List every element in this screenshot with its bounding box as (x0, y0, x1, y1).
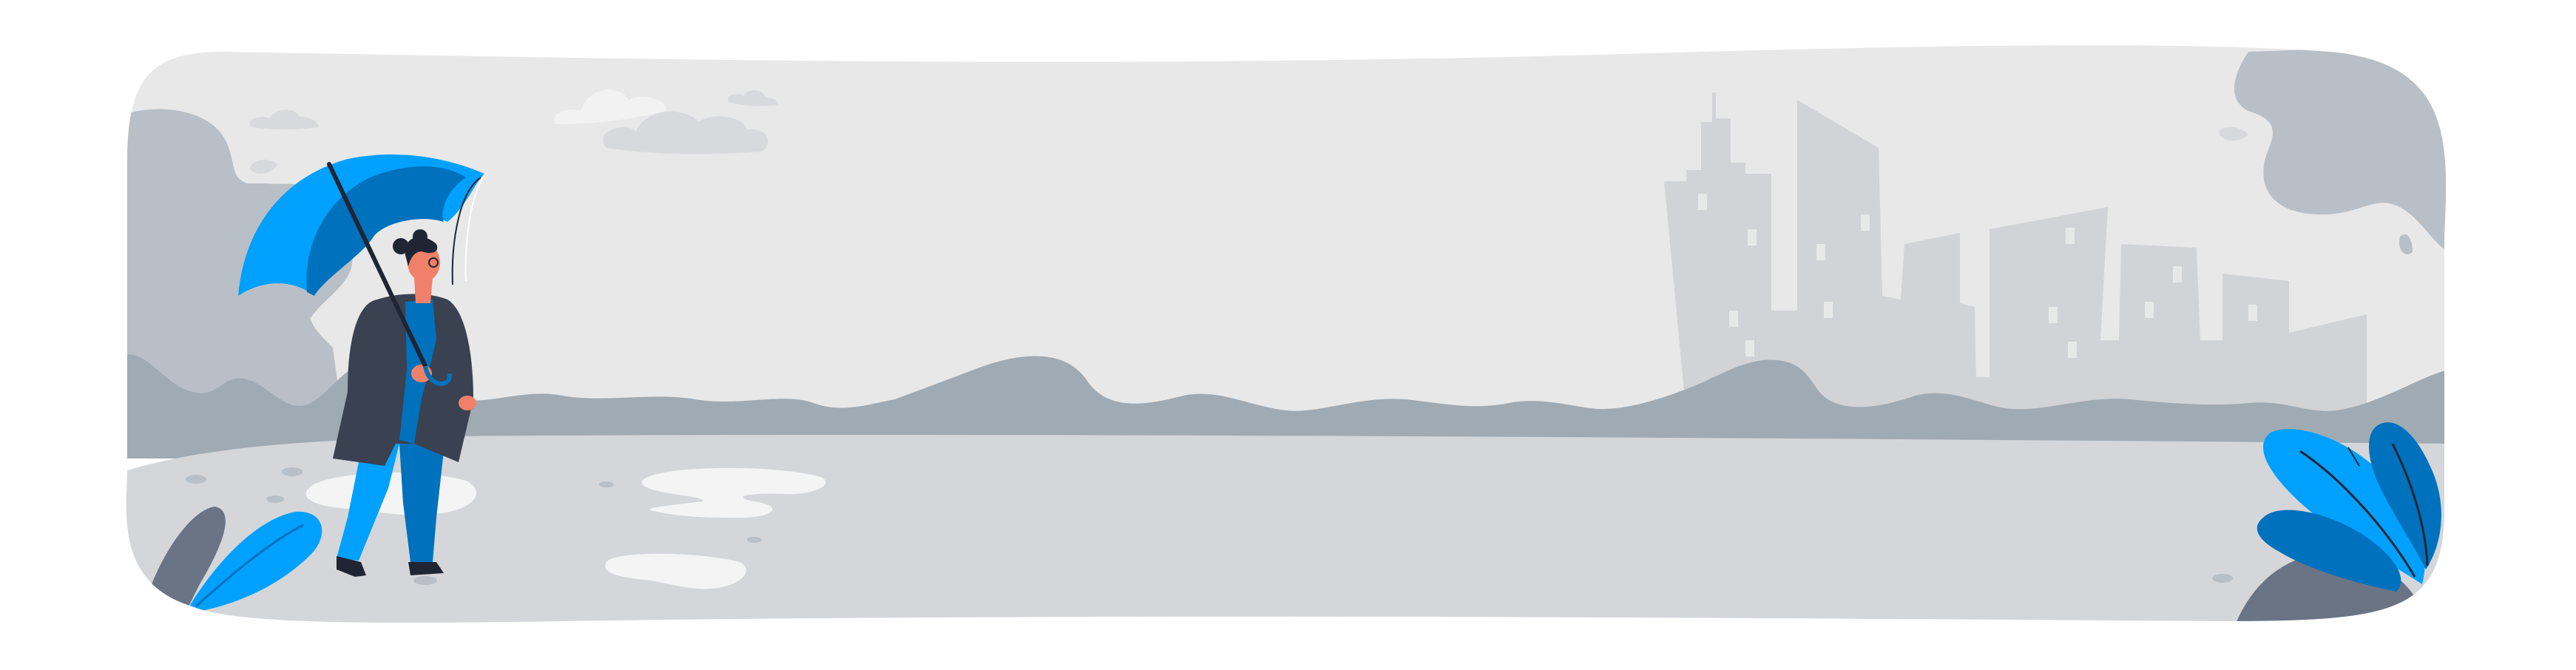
pebbles (186, 467, 2233, 585)
cloud-icon (249, 109, 319, 129)
bushes-right (2234, 45, 2447, 254)
cloud-icon (250, 160, 277, 174)
leaf-icon (2256, 510, 2401, 592)
city-skyline-icon (1664, 92, 2367, 414)
leaf-icon (152, 507, 226, 614)
cloud-icon (603, 111, 768, 155)
plant-left (185, 511, 322, 614)
clouds (249, 89, 2248, 174)
umbrella-icon (238, 154, 485, 386)
plant-right (2256, 422, 2441, 592)
city-windows (1698, 194, 2257, 358)
cloud-icon (2219, 126, 2248, 141)
ground (126, 435, 2447, 623)
hills (126, 353, 2447, 458)
scene-frame (126, 45, 2447, 623)
cloud-icon (728, 89, 778, 106)
cloud-icon (554, 89, 666, 124)
leaf-icon (185, 511, 322, 614)
leaf-icon (2263, 429, 2425, 584)
